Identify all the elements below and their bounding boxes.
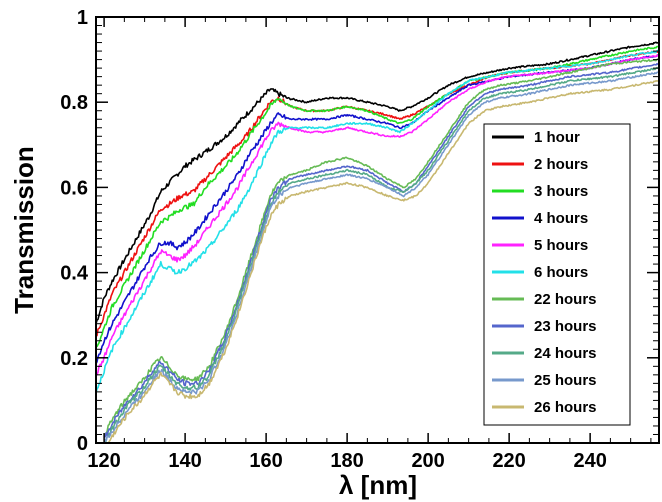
y-tick-label: 0.6 [60,177,88,199]
legend-label: 23 hours [534,318,597,335]
y-tick-label: 0.2 [60,348,88,370]
y-axis-title: Transmission [9,146,39,314]
series-layer [96,41,659,443]
x-axis-title: λ [nm] [339,470,417,500]
x-tick-label: 140 [168,450,201,472]
series-line [103,58,659,436]
x-tick-label: 180 [330,450,363,472]
series-line [103,71,659,443]
legend-label: 1 hour [534,129,580,146]
legend-label: 24 hours [534,345,597,362]
y-tick-label: 0.8 [60,92,88,114]
legend-box [483,123,631,426]
series-line [96,49,659,394]
legend-label: 22 hours [534,291,597,308]
series-line [104,62,659,438]
series-line [96,54,659,376]
legend: 1 hour 2 hours 3 hours 4 hours 5 hours 6 hour… [483,123,631,426]
legend-label: 2 hours [534,156,588,173]
legend-label: 6 hours [534,264,588,281]
legend-label: 3 hours [534,183,588,200]
y-tick-label: 0 [77,433,88,455]
y-axis: 0 0.2 0.4 0.6 0.8 1 [60,7,659,455]
series-line [107,79,659,443]
x-tick-label: 200 [411,450,444,472]
series-line [96,41,659,325]
legend-label: 25 hours [534,372,597,389]
x-tick-label: 120 [87,450,120,472]
legend-label: 26 hours [534,399,597,416]
legend-label: 4 hours [534,210,588,227]
x-tick-label: 240 [573,450,606,472]
x-axis: 120 140 160 180 200 220 240 [87,17,652,472]
legend-label: 5 hours [534,237,588,254]
series-line [103,66,659,443]
series-line [96,45,659,348]
x-tick-label: 220 [492,450,525,472]
x-tick-label: 160 [249,450,282,472]
y-tick-label: 1 [77,7,88,29]
y-tick-label: 0.4 [60,263,89,285]
